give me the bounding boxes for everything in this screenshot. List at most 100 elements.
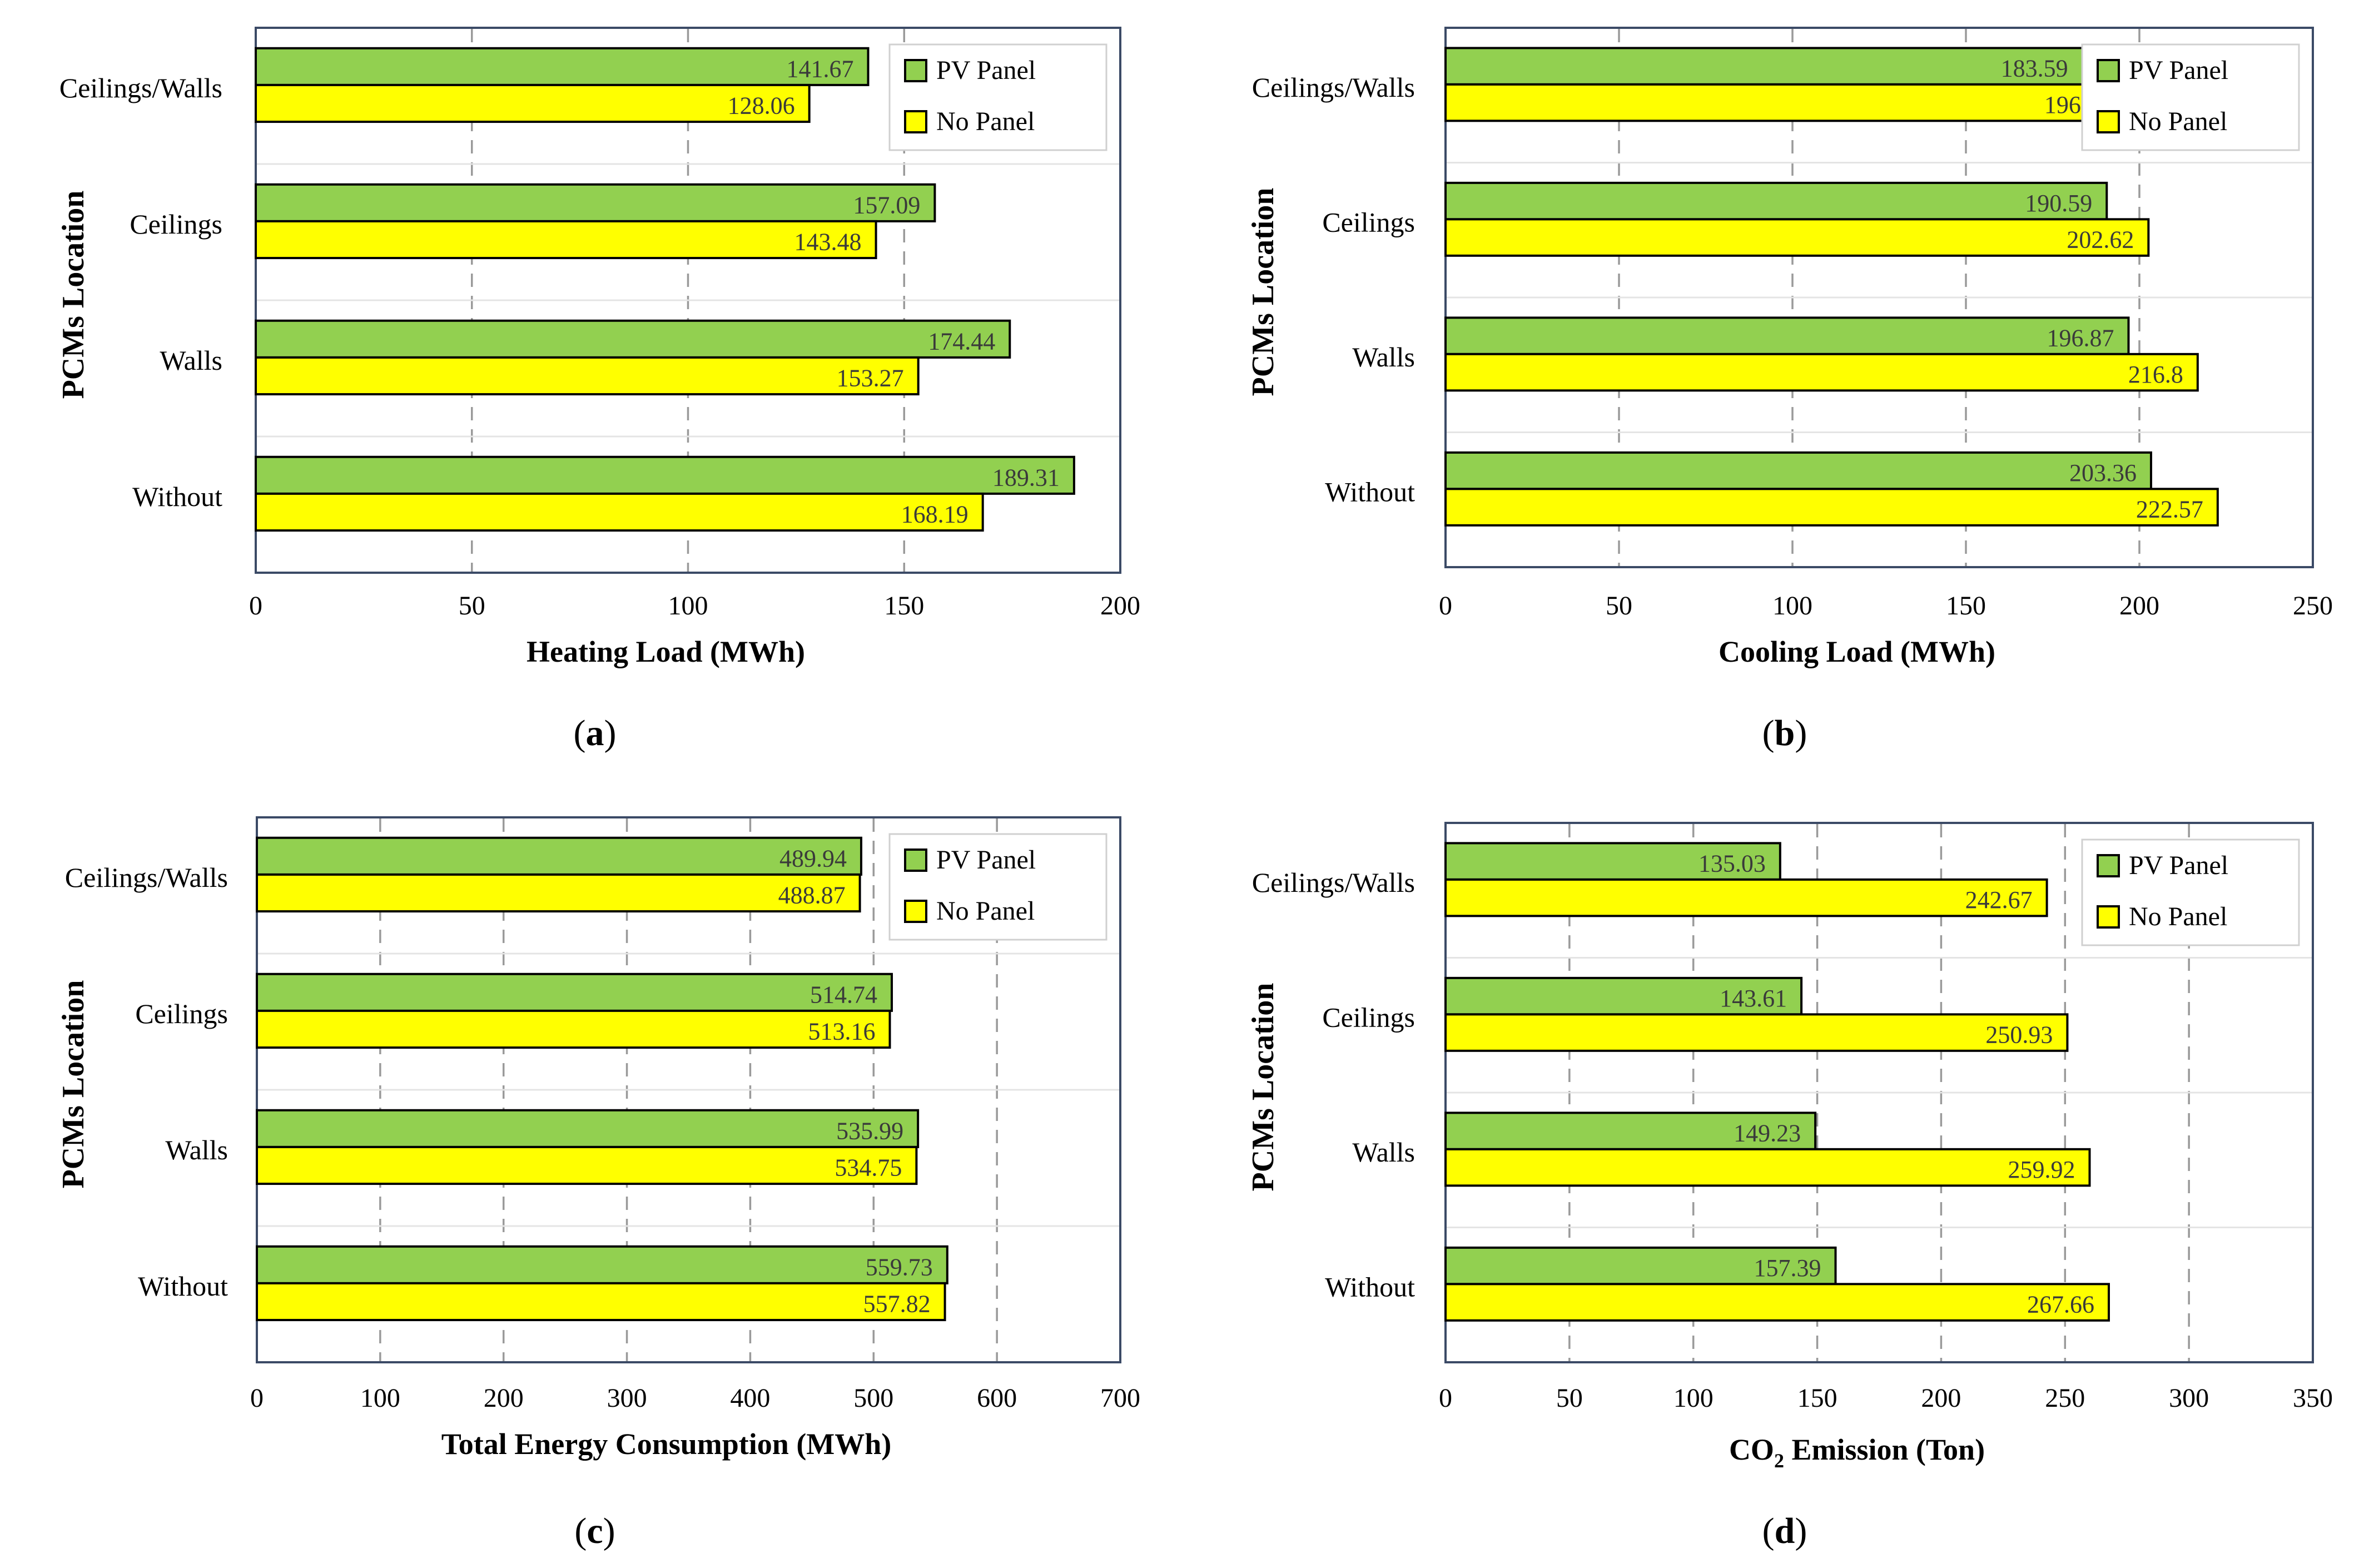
bar-pv-panel <box>255 183 936 222</box>
data-label: 259.92 <box>2008 1156 2075 1183</box>
x-tick-label: 50 <box>459 591 485 621</box>
data-label: 514.74 <box>810 981 877 1008</box>
x-axis-title-subscript: 2 <box>1774 1450 1784 1472</box>
panel-label-close: ) <box>603 1511 615 1551</box>
bar-no-panel <box>1444 353 2199 392</box>
bar-pv-panel <box>256 1109 920 1148</box>
legend-swatch-pv-panel <box>904 848 927 872</box>
bar-no-panel <box>255 492 984 532</box>
data-label: 135.03 <box>1698 850 1766 877</box>
data-label: 168.19 <box>901 500 969 528</box>
category-label: Ceilings/Walls <box>65 862 228 893</box>
chart-panel-b: Ceilings/Walls183.59196.13Ceilings190.59… <box>1246 27 2333 753</box>
bar-pv-panel <box>255 319 1011 359</box>
x-tick-label: 300 <box>2169 1383 2209 1413</box>
data-label: 189.31 <box>992 464 1060 491</box>
data-label: 141.67 <box>786 55 853 82</box>
legend: PV Panel No Panel <box>888 43 1107 151</box>
x-tick-label: 200 <box>2119 591 2159 621</box>
data-label: 267.66 <box>2027 1291 2094 1318</box>
data-label: 157.39 <box>1754 1254 1821 1282</box>
panel-label-letter: d <box>1775 1511 1795 1551</box>
x-axis-title: Cooling Load (MWh) <box>1719 635 1995 668</box>
panel-label-letter: b <box>1775 713 1795 753</box>
data-label: 559.73 <box>866 1253 933 1281</box>
y-axis-title: PCMs Location <box>1246 188 1280 396</box>
data-label: 174.44 <box>928 328 995 355</box>
bar-pv-panel <box>256 1245 948 1284</box>
category-label: Ceilings/Walls <box>59 72 222 103</box>
legend-swatch-no-panel <box>2097 905 2120 929</box>
panel-label-letter: c <box>587 1511 603 1551</box>
legend-swatch-no-panel <box>904 110 927 133</box>
bar-no-panel <box>1444 1013 2069 1052</box>
x-tick-label: 0 <box>1439 1383 1452 1413</box>
legend-label: PV Panel <box>2129 56 2228 85</box>
bar-no-panel <box>1444 488 2219 527</box>
x-tick-label: 500 <box>853 1383 893 1413</box>
bar-no-panel <box>256 1009 891 1049</box>
data-label: 143.61 <box>1720 985 1787 1012</box>
data-label: 153.27 <box>837 364 904 391</box>
x-tick-label: 100 <box>1772 591 1812 621</box>
chart-panel-c: Ceilings/Walls 489.94 488.87 Ceilings 514.74… <box>56 816 1140 1551</box>
panel-label-letter: a <box>586 713 604 753</box>
panel-label: (b) <box>1762 713 1807 753</box>
bar-pv-panel <box>1444 451 2152 490</box>
x-tick-label: 200 <box>1921 1383 1961 1413</box>
x-axis-title: Total Energy Consumption (MWh) <box>441 1427 892 1461</box>
bar-pv-panel <box>256 972 893 1012</box>
legend-label: No Panel <box>2129 107 2227 136</box>
data-label: 250.93 <box>1985 1021 2053 1048</box>
legend-label: No Panel <box>936 107 1035 136</box>
data-label: 149.23 <box>1734 1119 1801 1147</box>
category-label: Ceilings/Walls <box>1252 72 1415 103</box>
data-label: 216.8 <box>2128 361 2183 388</box>
x-tick-label: 0 <box>250 1383 264 1413</box>
data-label: 488.87 <box>778 881 846 909</box>
legend-swatch-pv-panel <box>2097 59 2120 82</box>
bar-no-panel <box>255 220 877 260</box>
category-label: Without <box>132 481 222 512</box>
category-label: Ceilings <box>135 998 228 1029</box>
data-label: 183.59 <box>2001 54 2068 82</box>
data-label: 489.94 <box>779 845 847 872</box>
panel-label: (d) <box>1762 1511 1807 1551</box>
data-label: 203.36 <box>2069 459 2137 487</box>
legend-label: No Panel <box>2129 902 2227 931</box>
x-tick-label: 200 <box>484 1383 524 1413</box>
category-label: Walls <box>1352 341 1415 373</box>
legend-label: PV Panel <box>936 56 1036 85</box>
x-tick-label: 400 <box>730 1383 770 1413</box>
x-tick-label: 700 <box>1100 1383 1140 1413</box>
bar-pv-panel <box>1444 842 1781 881</box>
bar-no-panel <box>255 83 811 123</box>
bar-no-panel <box>255 356 920 396</box>
data-label: 143.48 <box>794 228 862 255</box>
category-label: Ceilings <box>130 209 222 240</box>
x-tick-label: 50 <box>1556 1383 1583 1413</box>
bar-pv-panel <box>1444 181 2108 221</box>
legend-swatch-no-panel <box>2097 110 2120 133</box>
data-label: 196.87 <box>2047 324 2114 351</box>
panel-label: (a) <box>574 713 617 753</box>
x-axis-title: Heating Load (MWh) <box>527 635 805 668</box>
x-tick-label: 600 <box>977 1383 1017 1413</box>
data-label: 190.59 <box>2025 190 2092 217</box>
x-tick-label: 250 <box>2045 1383 2085 1413</box>
bar-pv-panel <box>1444 47 2084 86</box>
bar-no-panel <box>1444 1148 2091 1187</box>
bar-no-panel <box>256 873 861 913</box>
data-label: 557.82 <box>863 1290 931 1317</box>
category-label: Without <box>138 1271 228 1302</box>
x-tick-label: 350 <box>2293 1383 2333 1413</box>
data-label: 242.67 <box>1965 886 2033 914</box>
bar-pv-panel <box>255 47 870 86</box>
category-label: Walls <box>1352 1137 1415 1168</box>
x-tick-label: 300 <box>607 1383 647 1413</box>
chart-panel-d: Ceilings/Walls 135.03 242.67 Ceilings 143.61… <box>1246 822 2333 1551</box>
bar-pv-panel <box>1444 1246 1837 1286</box>
bar-no-panel <box>1444 218 2150 257</box>
panel-label-open: ( <box>1762 1511 1775 1551</box>
x-tick-label: 100 <box>360 1383 400 1413</box>
